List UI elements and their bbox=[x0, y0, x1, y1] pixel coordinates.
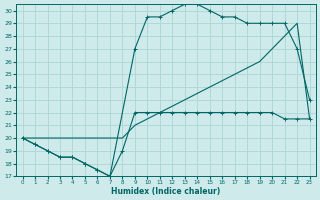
X-axis label: Humidex (Indice chaleur): Humidex (Indice chaleur) bbox=[111, 187, 221, 196]
